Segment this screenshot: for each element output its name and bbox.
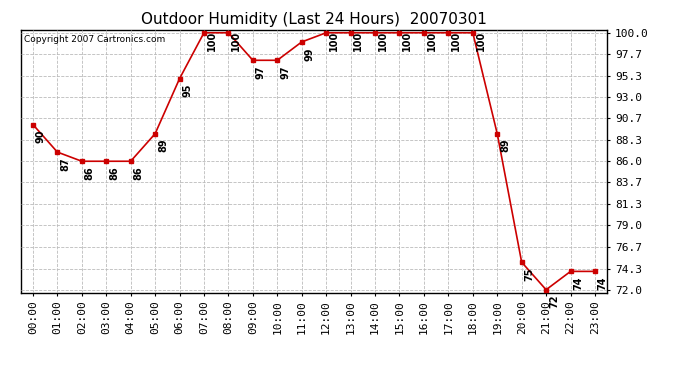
Text: 75: 75 (524, 267, 535, 281)
Text: 100: 100 (353, 31, 364, 51)
Text: 89: 89 (500, 139, 510, 152)
Text: 100: 100 (426, 31, 437, 51)
Text: 74: 74 (573, 276, 583, 290)
Text: 86: 86 (85, 166, 95, 180)
Text: 72: 72 (549, 295, 559, 308)
Text: 87: 87 (60, 157, 70, 171)
Text: 99: 99 (304, 47, 315, 61)
Text: 97: 97 (280, 66, 290, 79)
Text: Copyright 2007 Cartronics.com: Copyright 2007 Cartronics.com (23, 35, 165, 44)
Title: Outdoor Humidity (Last 24 Hours)  20070301: Outdoor Humidity (Last 24 Hours) 2007030… (141, 12, 487, 27)
Text: 100: 100 (207, 31, 217, 51)
Text: 100: 100 (451, 31, 461, 51)
Text: 100: 100 (231, 31, 241, 51)
Text: 95: 95 (182, 84, 193, 97)
Text: 86: 86 (133, 166, 144, 180)
Text: 100: 100 (402, 31, 412, 51)
Text: 74: 74 (598, 276, 608, 290)
Text: 97: 97 (255, 66, 266, 79)
Text: 86: 86 (109, 166, 119, 180)
Text: 100: 100 (475, 31, 486, 51)
Text: 90: 90 (36, 130, 46, 143)
Text: 100: 100 (378, 31, 388, 51)
Text: 100: 100 (329, 31, 339, 51)
Text: 89: 89 (158, 139, 168, 152)
